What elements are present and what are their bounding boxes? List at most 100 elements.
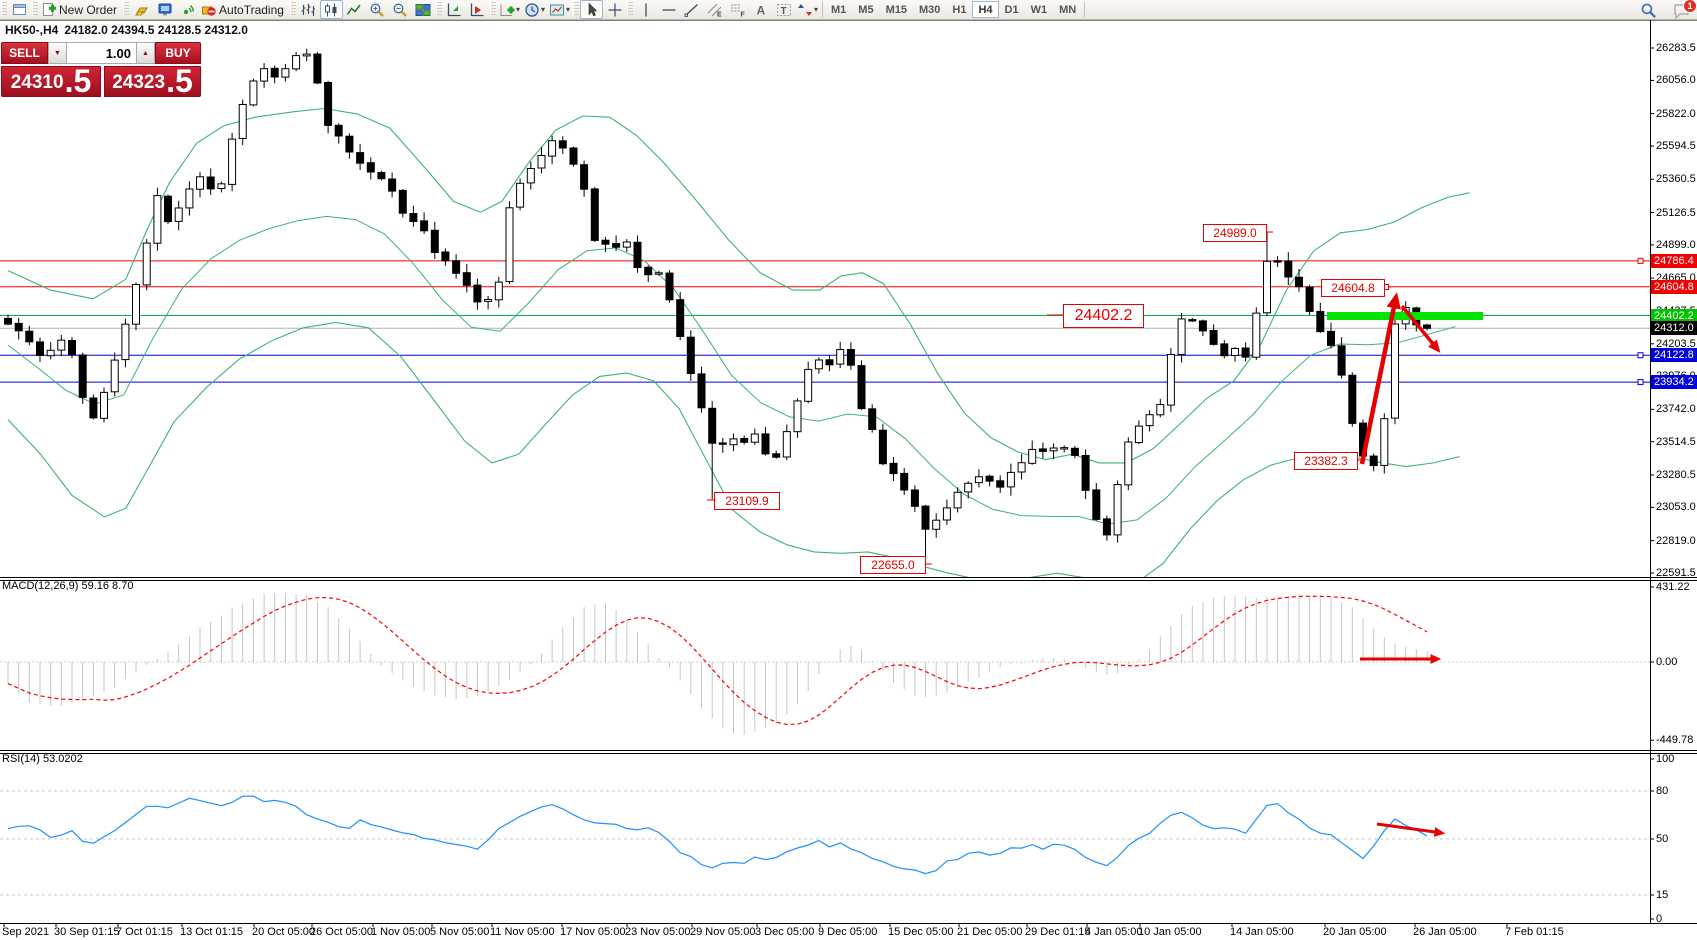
fibonacci-button[interactable]: F [726,0,749,19]
equidistant-channel-button[interactable]: E [703,0,726,19]
price-annotation-24402.2[interactable]: 24402.2 [1063,304,1144,328]
zoom-in-icon [369,2,385,18]
volume-input[interactable]: 1.00 [67,42,136,64]
zoom-out-button[interactable] [389,0,412,19]
text-label-button[interactable]: T [772,0,795,19]
sell-price-fraction: .5 [64,63,92,99]
buy-price[interactable]: 24323.5 [103,63,201,99]
trendline-button[interactable] [680,0,703,19]
volume-decrease-button[interactable]: ▼ [48,42,67,64]
arrange-a-icon [446,2,462,18]
time-axis-label: 14 Jan 05:00 [1230,926,1294,938]
time-axis-label: 21 Dec 05:00 [957,926,1023,938]
rsi-flat-arrow [1376,822,1446,837]
svg-text:E: E [717,11,722,18]
crosshair-button[interactable] [603,0,626,19]
buy-price-fraction: .5 [166,63,193,99]
signals-button[interactable] [176,0,199,19]
time-axis-label: 20 Jan 05:00 [1323,926,1387,938]
sell-price[interactable]: 24310.5 [1,63,101,99]
price-annotation-24989.0[interactable]: 24989.0 [1203,224,1267,242]
time-axis-label: 26 Oct 05:00 [310,926,373,938]
buy-button[interactable]: BUY [155,42,201,64]
time-axis-label: 15 Dec 05:00 [888,926,954,938]
cursor-icon [584,2,600,18]
candlesticks [4,48,1431,564]
mql-community-button[interactable] [153,0,176,19]
text-button[interactable]: A [749,0,772,19]
timeframe-h1-button[interactable]: H1 [952,3,967,16]
symbol-period-label: HK50-,H4 [5,23,59,37]
ohlc-values: 24182.0 24394.5 24128.5 24312.0 [64,23,248,37]
vertical-line-button[interactable] [634,0,657,19]
arrows-button[interactable]: ▾ [795,0,820,19]
timeframe-w1-button[interactable]: W1 [1030,3,1048,16]
text-icon: A [753,2,769,18]
toolbar-grip [573,2,579,17]
price-axis-tick: 23742.0 [1656,403,1696,416]
templates-button[interactable]: ▾ [547,0,572,19]
indicators-button[interactable]: ▾ [497,0,522,19]
price-axis-tick: 25126.5 [1656,206,1696,219]
new-order-button[interactable]: New Order [39,0,122,19]
volume-increase-button[interactable]: ▲ [136,42,155,64]
chart-ohlc-header: HK50-,H4 24182.0 24394.5 24128.5 24312.0 [5,23,254,37]
price-axis-tick: 23514.5 [1656,435,1696,448]
line-chart-button[interactable] [343,0,366,19]
price-axis-tick: 24203.5 [1656,337,1696,350]
periods-button[interactable]: ▾ [522,0,547,19]
window-menu-button[interactable] [8,0,31,19]
price-tag-24786.4: 24786.4 [1651,253,1697,268]
price-annotation-24604.8[interactable]: 24604.8 [1321,279,1385,297]
time-axis-label: 13 Oct 01:15 [180,926,243,938]
price-axis-tick: 25594.5 [1656,139,1696,152]
price-annotation-22655.0[interactable]: 22655.0 [860,556,926,574]
arrows-icon [797,2,813,18]
down-correction-arrow [1400,304,1441,353]
document-plus-icon [41,2,57,18]
price-axis-tick: 25360.5 [1656,173,1696,186]
monitor-icon [157,2,173,18]
toolbar-grip [489,2,496,17]
search-button[interactable] [1637,1,1660,20]
timeframe-m1-button[interactable]: M1 [831,3,847,16]
price-axis-tick: 24899.0 [1656,238,1696,251]
macd-signal-line [7,595,1428,726]
trendline-icon [684,2,700,18]
sell-button[interactable]: SELL [1,42,48,64]
time-axis-label: 5 Nov 05:00 [430,926,490,938]
chevron-down-icon: ▾ [565,5,570,14]
candle-chart-button[interactable] [319,0,343,19]
line-chart-icon [346,2,362,18]
macd-indicator-label: MACD(12,26,9) 59.16 8.70 [2,580,134,592]
time-axis-label: 11 Nov 05:00 [490,926,555,938]
timeframe-h4-button[interactable]: H4 [972,1,999,18]
rsi-axis-label: 15 [1656,889,1669,901]
notifications-button[interactable]: 1 [1670,0,1697,20]
timeframe-d1-button[interactable]: D1 [1004,3,1019,16]
fibo-icon: F [730,2,746,18]
zoom-in-button[interactable] [366,0,389,19]
horizontal-line-button[interactable] [657,0,680,19]
spin-up-icon: ▲ [142,49,149,57]
autotrading-button[interactable]: AutoTrading [199,0,289,19]
timeframe-m30-button[interactable]: M30 [918,3,941,16]
chart-shift-button[interactable] [466,0,489,19]
bar-chart-button[interactable] [297,0,320,19]
auto-arrange-button[interactable] [443,0,466,19]
templates-icon [549,2,565,18]
timeframe-m15-button[interactable]: M15 [885,3,907,16]
cursor-button[interactable] [580,0,603,19]
time-axis-label: Sep 2021 [2,926,50,938]
timeframe-mn-button[interactable]: MN [1059,3,1077,16]
timeframe-m5-button[interactable]: M5 [858,3,874,16]
price-annotation-23109.9[interactable]: 23109.9 [714,492,780,510]
chevron-down-icon: ▾ [515,5,520,14]
price-tag-23934.2: 23934.2 [1651,375,1697,390]
market-button[interactable] [130,0,153,19]
price-annotation-23382.3[interactable]: 23382.3 [1294,452,1358,470]
tile-windows-button[interactable] [412,0,435,19]
chevron-down-icon: ▾ [540,5,545,14]
rsi-axis-label: 80 [1656,785,1669,797]
